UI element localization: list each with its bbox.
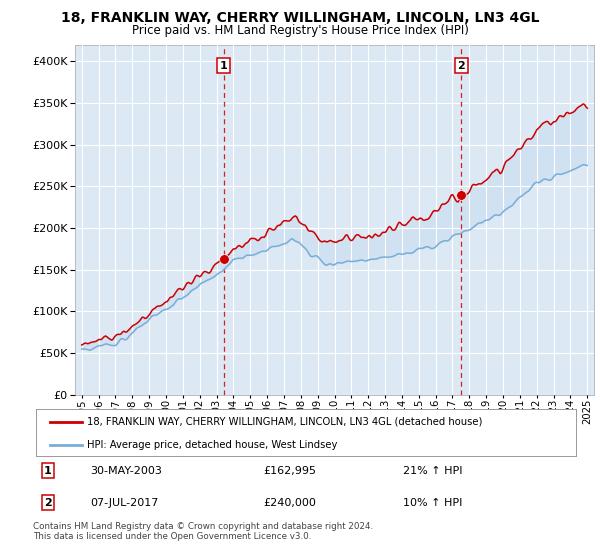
Text: £162,995: £162,995 — [263, 465, 316, 475]
Text: 30-MAY-2003: 30-MAY-2003 — [90, 465, 162, 475]
Text: 21% ↑ HPI: 21% ↑ HPI — [403, 465, 463, 475]
Text: £240,000: £240,000 — [263, 498, 316, 507]
Text: 10% ↑ HPI: 10% ↑ HPI — [403, 498, 463, 507]
Text: 2: 2 — [457, 60, 465, 71]
Text: 07-JUL-2017: 07-JUL-2017 — [90, 498, 158, 507]
Text: 18, FRANKLIN WAY, CHERRY WILLINGHAM, LINCOLN, LN3 4GL (detached house): 18, FRANKLIN WAY, CHERRY WILLINGHAM, LIN… — [88, 417, 482, 427]
Text: 18, FRANKLIN WAY, CHERRY WILLINGHAM, LINCOLN, LN3 4GL: 18, FRANKLIN WAY, CHERRY WILLINGHAM, LIN… — [61, 11, 539, 25]
Text: 1: 1 — [220, 60, 227, 71]
Text: 1: 1 — [44, 465, 52, 475]
Text: 2: 2 — [44, 498, 52, 507]
Text: Price paid vs. HM Land Registry's House Price Index (HPI): Price paid vs. HM Land Registry's House … — [131, 24, 469, 36]
Text: Contains HM Land Registry data © Crown copyright and database right 2024.
This d: Contains HM Land Registry data © Crown c… — [33, 522, 373, 542]
Text: HPI: Average price, detached house, West Lindsey: HPI: Average price, detached house, West… — [88, 440, 338, 450]
